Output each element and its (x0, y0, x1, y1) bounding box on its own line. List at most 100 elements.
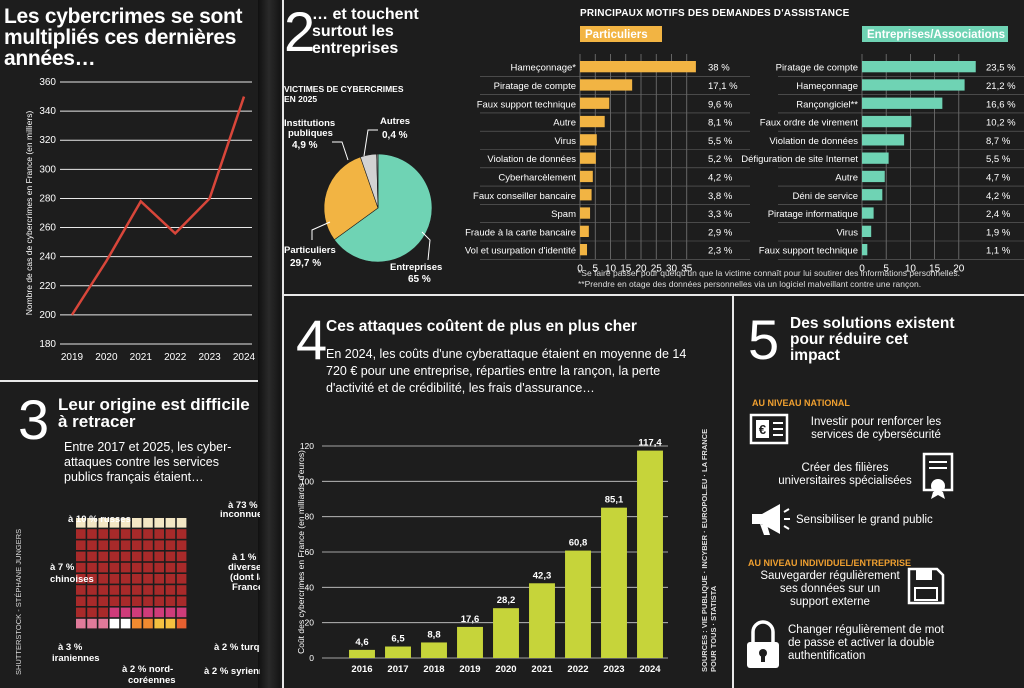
bar-value-label: 4,2 % (708, 172, 733, 183)
origine-label-russes: à 10 % russes (68, 514, 131, 525)
grid-cell (87, 574, 97, 584)
grid-cell (143, 518, 153, 528)
grid-cell (120, 607, 131, 618)
padlock-icon (744, 618, 782, 672)
category-label: Piratage informatique (768, 209, 858, 220)
grid-cell (154, 562, 164, 573)
grid-cell (76, 562, 86, 573)
pie-leader-institutions (332, 141, 349, 161)
grid-cell (176, 518, 187, 528)
grid-cell (165, 607, 176, 618)
x-tick-label: 10 (605, 263, 617, 274)
bar-value-label: 3,8 % (708, 191, 733, 202)
grid-cell (165, 574, 176, 584)
origine-label-turques: à 2 % turques (214, 642, 260, 653)
x-tick-label: 2024 (639, 664, 661, 675)
grid-cell (176, 607, 187, 618)
solution-item-1: Investir pour renforcer les services de … (810, 416, 942, 441)
grid-cell (176, 551, 187, 562)
section5-number: 5 (748, 308, 780, 371)
grid-cell (154, 529, 164, 539)
grid-cell (120, 562, 131, 573)
bar-value-label: 3,3 % (708, 209, 733, 220)
grid-cell (87, 607, 97, 618)
grid-cell (87, 518, 97, 528)
grid-cell (120, 540, 131, 550)
bar (580, 79, 633, 91)
x-tick-label: 5 (883, 263, 889, 274)
pie-leader-autres (363, 129, 378, 157)
grid-cell (98, 551, 108, 562)
grid-cell (98, 562, 108, 573)
category-label: Spam (551, 209, 576, 220)
grid-cell (87, 551, 97, 562)
assistance-footnote-1: *Se faire passer pour quelqu'un que la v… (578, 268, 960, 278)
bar-value-label: 8,8 (427, 629, 440, 640)
bar (580, 97, 610, 109)
grid-cell (165, 540, 176, 550)
grid-cell (132, 596, 142, 606)
pie-leader-particuliers (311, 221, 331, 240)
pie-slice-particuliers (323, 156, 379, 241)
y-tick-label: 280 (39, 193, 56, 204)
category-label: Cyberharcèlement (498, 172, 576, 183)
y-tick-label: 340 (39, 106, 56, 117)
pie-slice-entreprises (333, 153, 433, 263)
bar-value-label: 60,8 (569, 538, 588, 549)
origine-label-iraniennes-2: iraniennes (52, 653, 100, 664)
grid-cell (132, 562, 142, 573)
section3-number: 3 (18, 388, 50, 451)
y-tick-label: 100 (300, 476, 314, 486)
bar (580, 61, 696, 73)
origine-label-chinoises-1: à 7 % (50, 562, 75, 573)
bar-value-label: 10,2 % (986, 118, 1016, 129)
bar (580, 225, 589, 237)
y-tick-label: 80 (305, 512, 315, 522)
bar-value-label: 42,3 (533, 570, 552, 581)
diploma-icon (918, 452, 958, 500)
grid-cell (165, 596, 176, 606)
grid-cell (143, 562, 153, 573)
grid-cell (143, 607, 153, 618)
bar-value-label: 9,6 % (708, 99, 733, 110)
grid-cell (132, 574, 142, 584)
origine-label-nord-coreennes-2: coréennes (128, 675, 176, 685)
section2-border-bottom (282, 294, 1024, 296)
assistance-footnote-2: **Prendre en otage des données personnel… (578, 279, 922, 289)
grid-cell (109, 585, 120, 595)
section1-border-bottom (0, 380, 258, 382)
grid-cell (120, 585, 131, 595)
bar (862, 152, 889, 164)
solution-item-2: Créer des filières universitaires spécia… (778, 462, 912, 487)
section5-title: Des solutions existent pour réduire cet … (790, 315, 955, 364)
bar-value-label: 6,5 (391, 634, 405, 645)
pie-value-institutions: 4,9 % (292, 140, 318, 151)
x-tick-label: 25 (651, 263, 663, 274)
bar-value-label: 16,6 % (986, 99, 1016, 110)
bar (862, 207, 874, 219)
grid-cell (98, 518, 108, 528)
bar (385, 646, 411, 658)
x-tick-label: 2022 (567, 664, 588, 675)
bar (580, 244, 588, 256)
category-label: Déni de service (793, 191, 858, 202)
bar (862, 79, 965, 91)
entreprises-bar-chart: Entreprises/Associations 0 5 10 15 20 Piratage… (741, 26, 1024, 274)
grid-cell (87, 596, 97, 606)
grid-cell (76, 607, 86, 618)
bar (457, 626, 483, 658)
floppy-disk-icon (906, 566, 946, 606)
origine-label-diverses-2: diverses (228, 562, 260, 573)
grid-cell (132, 607, 142, 618)
bar (862, 225, 872, 237)
grid-cell (143, 540, 153, 550)
grid-cell (76, 540, 86, 550)
grid-cell (120, 618, 131, 629)
grid-cell (154, 574, 164, 584)
national-label: AU NIVEAU NATIONAL (752, 398, 850, 408)
y-tick-label: 260 (39, 223, 56, 234)
grid-cell (154, 585, 164, 595)
grid-cell (76, 618, 86, 629)
pie-title: VICTIMES DE CYBERCRIMES (284, 84, 404, 94)
category-label: Autre (553, 118, 576, 129)
